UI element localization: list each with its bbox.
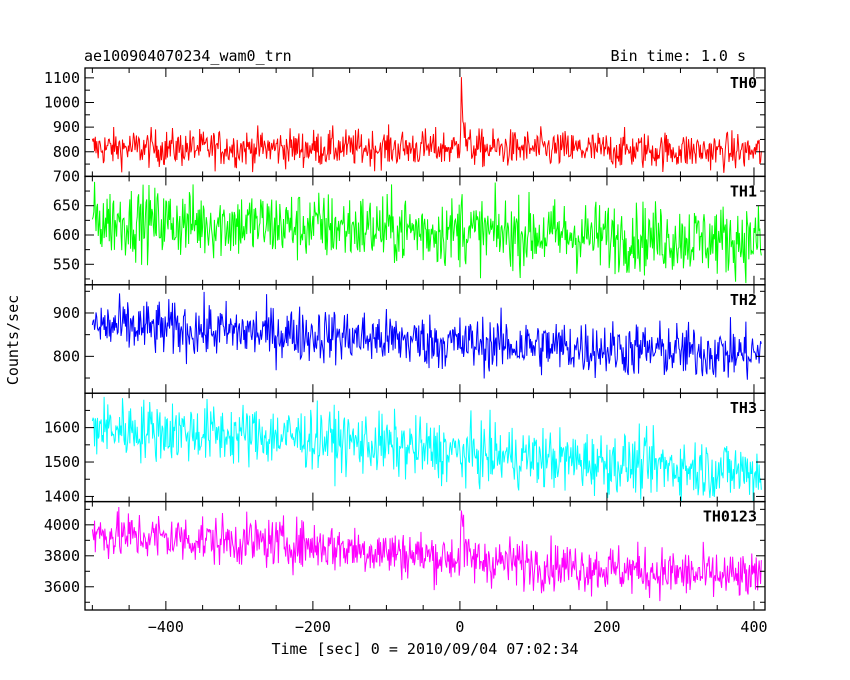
series-line-th2 [91, 291, 762, 380]
series-line-th1 [91, 181, 762, 284]
y-tick-label: 900 [53, 118, 80, 136]
y-tick-label: 600 [53, 226, 80, 244]
x-axis-label: Time [sec] 0 = 2010/09/04 07:02:34 [271, 640, 578, 658]
y-tick-label: 800 [53, 347, 80, 365]
panel-label-th3: TH3 [730, 399, 757, 417]
panel-label-th1: TH1 [730, 182, 757, 200]
chart-title: ae100904070234_wam0_trn [84, 47, 292, 65]
panel-label-th2: TH2 [730, 291, 757, 309]
y-tick-label: 3800 [44, 547, 80, 565]
y-tick-label: 1000 [44, 93, 80, 111]
y-tick-label: 700 [53, 167, 80, 185]
y-tick-label: 1100 [44, 69, 80, 87]
y-tick-label: 550 [53, 255, 80, 273]
y-tick-label: 4000 [44, 516, 80, 534]
y-tick-label: 3600 [44, 578, 80, 596]
chart-panels: 800 900 1000 1100 TH0 550 600 650 700 TH1 800 900 TH… [44, 67, 768, 636]
y-tick-label: 900 [53, 304, 80, 322]
x-tick-label: −200 [295, 618, 331, 636]
y-tick-label: 1400 [44, 487, 80, 505]
panel-label-th0: TH0 [730, 74, 757, 92]
y-tick-label: 1600 [44, 419, 80, 437]
x-tick-label: 200 [593, 618, 620, 636]
x-tick-label: 0 [455, 618, 464, 636]
series-line-th0123 [91, 506, 762, 602]
bin-time-label: Bin time: 1.0 s [611, 47, 746, 65]
panel-frame [84, 175, 766, 286]
series-line-th0 [91, 77, 762, 173]
y-tick-label: 1500 [44, 453, 80, 471]
panel-label-th0123: TH0123 [703, 508, 757, 526]
series-line-th3 [91, 396, 762, 502]
x-tick-label: 400 [740, 618, 767, 636]
panel-frame [84, 392, 766, 503]
panel-frame [84, 500, 766, 611]
y-axis-label: Counts/sec [4, 295, 22, 385]
y-tick-label: 650 [53, 197, 80, 215]
y-tick-label: 800 [53, 143, 80, 161]
x-tick-label: −400 [148, 618, 184, 636]
